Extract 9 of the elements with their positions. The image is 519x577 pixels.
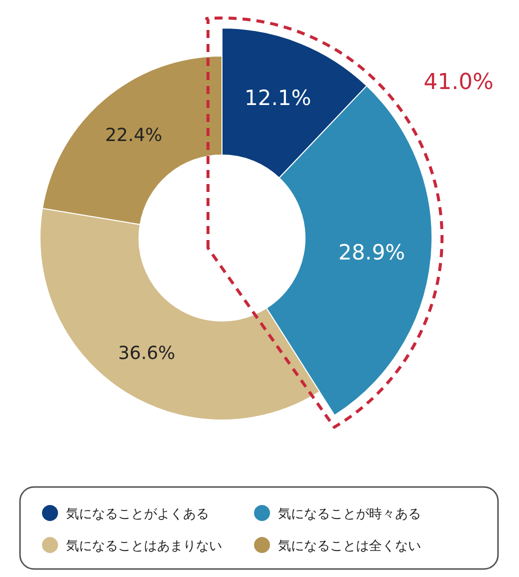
data-label: 22.4%	[105, 124, 162, 146]
text: 41.0%	[424, 70, 494, 96]
legend-label: 気になることがよくある	[66, 507, 209, 522]
legend-label: 気になることが時々ある	[278, 507, 421, 522]
legend-label: 気になることは全くない	[278, 539, 421, 554]
data-label: 12.1%	[244, 86, 312, 110]
data-label: 28.9%	[338, 240, 406, 265]
legend-label: 気になることはあまりない	[66, 539, 222, 554]
data-label: 36.6%	[118, 342, 176, 364]
